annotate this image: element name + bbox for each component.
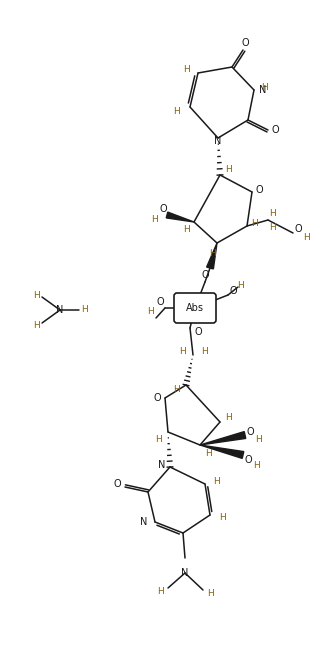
- Text: H: H: [173, 384, 179, 393]
- Text: H: H: [219, 513, 225, 522]
- Text: O: O: [156, 297, 164, 307]
- Text: H: H: [207, 589, 214, 598]
- Text: H: H: [256, 435, 262, 445]
- Text: O: O: [246, 427, 254, 437]
- Text: H: H: [205, 450, 211, 458]
- Text: O: O: [241, 38, 249, 48]
- Text: N: N: [158, 460, 165, 470]
- Text: N: N: [214, 136, 222, 146]
- Text: Abs: Abs: [186, 303, 204, 313]
- Text: H: H: [155, 434, 162, 443]
- Text: H: H: [238, 280, 244, 289]
- Text: H: H: [261, 82, 267, 92]
- Text: H: H: [32, 291, 39, 299]
- Text: O: O: [244, 455, 252, 465]
- Text: O: O: [271, 125, 279, 135]
- Text: H: H: [148, 306, 154, 315]
- Text: H: H: [270, 223, 276, 232]
- Text: O: O: [229, 286, 237, 296]
- Text: N: N: [259, 85, 266, 95]
- FancyBboxPatch shape: [174, 293, 216, 323]
- Text: H: H: [32, 321, 39, 330]
- Text: H: H: [304, 232, 310, 241]
- Polygon shape: [166, 212, 194, 222]
- Polygon shape: [200, 432, 246, 445]
- Text: H: H: [180, 347, 186, 356]
- Text: H: H: [270, 210, 276, 219]
- Polygon shape: [207, 243, 217, 269]
- Text: N: N: [140, 517, 147, 527]
- Text: H: H: [225, 165, 231, 175]
- Text: H: H: [254, 461, 260, 471]
- Text: O: O: [194, 327, 202, 337]
- Text: H: H: [226, 413, 232, 422]
- Text: H: H: [158, 587, 164, 596]
- Text: H: H: [214, 476, 220, 485]
- Text: H: H: [183, 225, 189, 234]
- Text: H: H: [252, 219, 258, 228]
- Polygon shape: [200, 445, 244, 458]
- Text: H: H: [183, 66, 189, 75]
- Text: O: O: [159, 204, 167, 214]
- Text: O: O: [294, 224, 302, 234]
- Text: H: H: [173, 106, 179, 116]
- Text: H: H: [82, 306, 88, 315]
- Text: H: H: [210, 249, 216, 258]
- Text: N: N: [181, 568, 189, 578]
- Text: O: O: [113, 479, 121, 489]
- Text: H: H: [202, 347, 208, 356]
- Text: O: O: [153, 393, 161, 403]
- Text: O: O: [201, 270, 209, 280]
- Text: H: H: [152, 215, 158, 225]
- Text: N: N: [56, 305, 64, 315]
- Text: O: O: [255, 185, 263, 195]
